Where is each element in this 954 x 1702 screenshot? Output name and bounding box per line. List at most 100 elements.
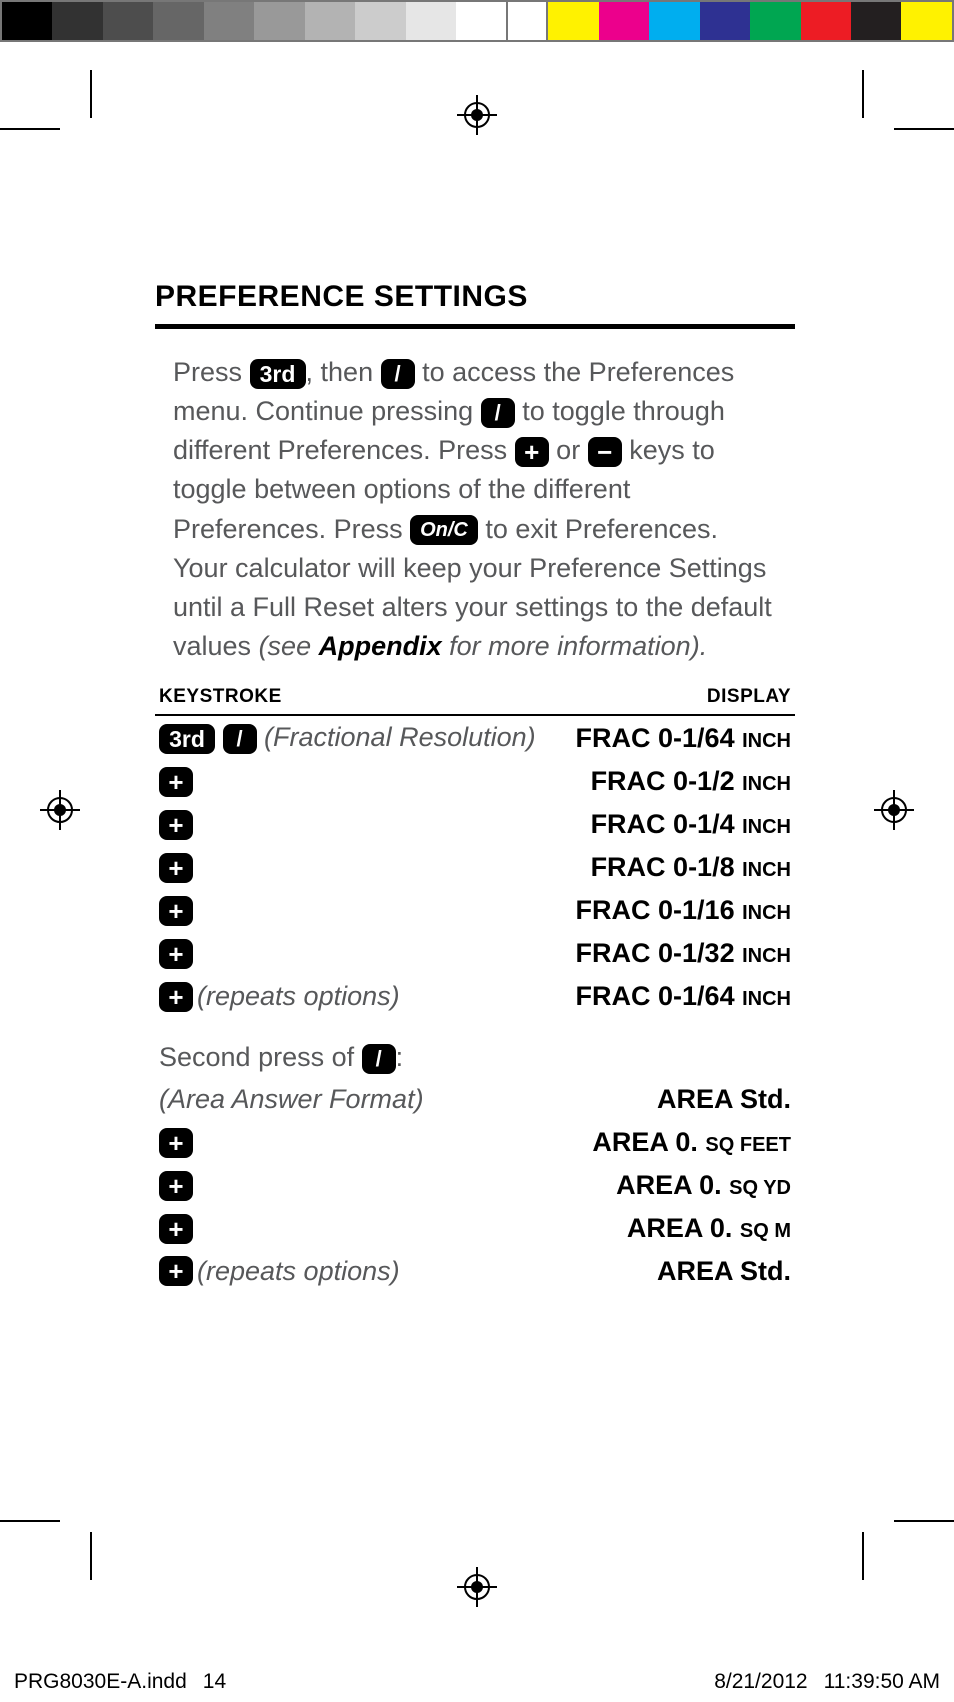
col-keystroke: KEYSTROKE — [159, 686, 282, 708]
key-slash-icon — [223, 724, 257, 754]
key-plus-icon — [159, 1128, 193, 1158]
registration-icon — [40, 790, 80, 830]
row-label: (repeats options) — [197, 981, 400, 1012]
swatch — [700, 2, 750, 40]
swatch — [750, 2, 800, 40]
key-slash-icon — [481, 398, 515, 428]
row-label: (Fractional Resolution) — [264, 722, 536, 752]
key-plus-icon — [515, 437, 549, 467]
display-unit: INCH — [742, 902, 791, 924]
display-unit: INCH — [742, 773, 791, 795]
key-plus-icon — [159, 939, 193, 969]
swatch — [204, 2, 254, 40]
row-label: (repeats options) — [197, 1256, 400, 1287]
intro-text: , then — [306, 357, 381, 387]
table-row: FRAC 0-1/8 INCH — [155, 846, 795, 889]
swatch — [406, 2, 456, 40]
swatch-gap — [506, 2, 548, 40]
swatch — [52, 2, 102, 40]
print-color-bar — [0, 0, 954, 42]
swatch — [851, 2, 901, 40]
lead-colon: : — [396, 1042, 404, 1072]
display-unit: SQ FEET — [705, 1134, 791, 1156]
lead-text: Second press of — [159, 1042, 362, 1072]
swatch — [305, 2, 355, 40]
swatch — [456, 2, 506, 40]
display-unit: SQ YD — [729, 1177, 791, 1199]
display-main: FRAC 0-1/16 — [576, 895, 735, 925]
key-plus-icon — [159, 896, 193, 926]
col-display: DISPLAY — [707, 686, 791, 708]
display-unit: INCH — [742, 859, 791, 881]
display-main: FRAC 0-1/64 — [576, 723, 735, 753]
swatch — [2, 2, 52, 40]
display-unit: INCH — [742, 988, 791, 1010]
swatch — [901, 2, 951, 40]
display-main: FRAC 0-1/32 — [576, 938, 735, 968]
table-row: FRAC 0-1/2 INCH — [155, 760, 795, 803]
key-3rd: 3rd — [159, 724, 215, 754]
swatch — [254, 2, 304, 40]
display-main: FRAC 0-1/2 — [591, 766, 735, 796]
display-main: FRAC 0-1/64 — [576, 981, 735, 1011]
swatch — [355, 2, 405, 40]
table-row: (repeats options) AREA Std. — [155, 1250, 795, 1293]
swatch — [103, 2, 153, 40]
display-main: AREA 0. — [592, 1127, 698, 1157]
intro-paragraph: Press 3rd, then to access the Preference… — [155, 353, 795, 686]
registration-icon — [457, 1567, 497, 1607]
table-row: (repeats options) FRAC 0-1/64 INCH — [155, 975, 795, 1018]
registration-icon — [457, 95, 497, 135]
display-unit: INCH — [742, 816, 791, 838]
display-main: AREA Std. — [657, 1084, 791, 1114]
page-content: PREFERENCE SETTINGS Press 3rd, then to a… — [155, 280, 795, 1293]
display-main: AREA 0. — [627, 1213, 733, 1243]
row-label: (Area Answer Format) — [159, 1084, 424, 1115]
intro-text-italic: (see — [259, 631, 319, 661]
table-row: (Area Answer Format) AREA Std. — [155, 1078, 795, 1121]
intro-text: Press — [173, 357, 250, 387]
display-main: AREA 0. — [616, 1170, 722, 1200]
display-unit: INCH — [742, 730, 791, 752]
intro-text: or — [549, 435, 588, 465]
intro-text-appendix: Appendix — [319, 631, 442, 661]
key-plus-icon — [159, 810, 193, 840]
slug-time: 11:39:50 AM — [824, 1670, 940, 1694]
key-plus-icon — [159, 1214, 193, 1244]
display-unit: SQ M — [740, 1220, 791, 1242]
swatch — [153, 2, 203, 40]
table-row: AREA 0. SQ FEET — [155, 1121, 795, 1164]
table-header: KEYSTROKE DISPLAY — [155, 686, 795, 716]
table-row: FRAC 0-1/4 INCH — [155, 803, 795, 846]
swatch — [801, 2, 851, 40]
table-row: FRAC 0-1/16 INCH — [155, 889, 795, 932]
display-main: FRAC 0-1/4 — [591, 809, 735, 839]
swatch — [599, 2, 649, 40]
intro-text-italic: for more information). — [442, 631, 708, 661]
key-slash-icon — [381, 359, 415, 389]
swatch — [649, 2, 699, 40]
slug-file: PRG8030E-A.indd — [14, 1670, 187, 1694]
section2-lead: Second press of : — [155, 1018, 795, 1078]
key-plus-icon — [159, 767, 193, 797]
key-plus-icon — [159, 1256, 193, 1286]
table-row: FRAC 0-1/32 INCH — [155, 932, 795, 975]
registration-icon — [874, 790, 914, 830]
print-slug: PRG8030E-A.indd 14 8/21/2012 11:39:50 AM — [0, 1670, 954, 1694]
display-main: FRAC 0-1/8 — [591, 852, 735, 882]
key-minus-icon — [588, 437, 622, 467]
section-heading: PREFERENCE SETTINGS — [155, 280, 795, 329]
key-plus-icon — [159, 853, 193, 883]
key-3rd: 3rd — [250, 359, 306, 389]
display-main: AREA Std. — [657, 1256, 791, 1286]
slug-page: 14 — [203, 1670, 226, 1694]
slug-date: 8/21/2012 — [714, 1670, 807, 1694]
display-unit: INCH — [742, 945, 791, 967]
key-plus-icon — [159, 982, 193, 1012]
table-row: 3rd (Fractional Resolution) FRAC 0-1/64 … — [155, 716, 795, 760]
table-row: AREA 0. SQ M — [155, 1207, 795, 1250]
key-onc: On/C — [410, 515, 478, 545]
swatch — [548, 2, 598, 40]
key-plus-icon — [159, 1171, 193, 1201]
key-slash-icon — [362, 1044, 396, 1074]
